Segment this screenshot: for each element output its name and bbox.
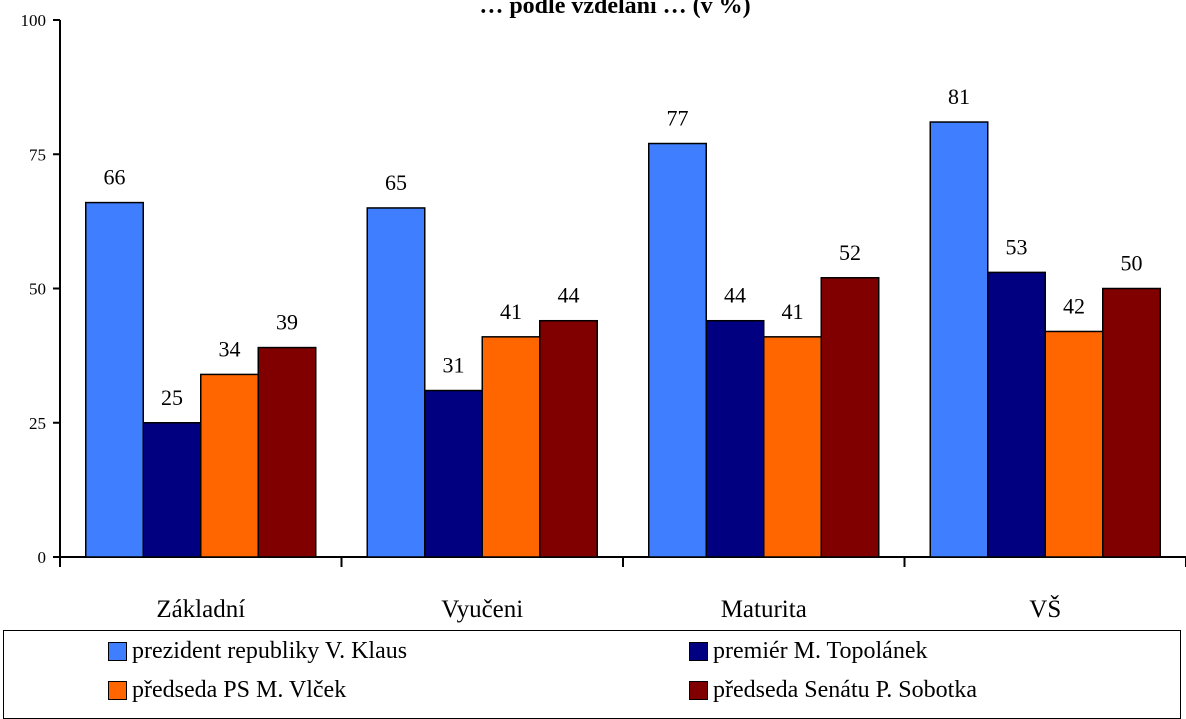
data-label: 34 bbox=[219, 336, 241, 361]
bar bbox=[705, 319, 765, 558]
data-label: 65 bbox=[385, 170, 407, 195]
bar bbox=[85, 201, 144, 558]
data-label: 25 bbox=[161, 385, 183, 410]
bar bbox=[987, 271, 1046, 558]
legend-swatch bbox=[108, 641, 127, 661]
legend: prezident republiky V. Klaus premiér M. T… bbox=[3, 630, 1181, 719]
data-label: 41 bbox=[500, 299, 522, 324]
legend-item: premiér M. Topolánek bbox=[689, 637, 928, 665]
axes: 0 25 50 75 100 Základní Vyučeni Maturita VŠ bbox=[21, 11, 1186, 623]
x-tick-label: VŠ bbox=[1029, 594, 1061, 623]
bar bbox=[763, 336, 822, 558]
x-tick-label: Maturita bbox=[721, 596, 807, 623]
legend-item: prezident republiky V. Klaus bbox=[108, 637, 407, 665]
data-label: 39 bbox=[276, 310, 298, 335]
data-label: 41 bbox=[782, 299, 804, 324]
y-tick-label: 50 bbox=[29, 280, 46, 299]
data-label: 44 bbox=[558, 283, 580, 308]
bar bbox=[929, 121, 989, 558]
data-label: 53 bbox=[1006, 234, 1028, 259]
bar bbox=[200, 373, 259, 558]
bar bbox=[257, 346, 317, 558]
chart-title: … podle vzdělání … (v %) bbox=[479, 0, 750, 19]
y-tick-label: 25 bbox=[29, 414, 46, 433]
bars-group bbox=[85, 121, 1161, 558]
data-label: 44 bbox=[724, 283, 746, 308]
bar bbox=[820, 277, 880, 558]
y-tick-label: 100 bbox=[21, 11, 47, 30]
bar-chart: … podle vzdělání … (v %) 0 25 50 75 100 Zákla… bbox=[21, 0, 1186, 623]
legend-label: prezident republiky V. Klaus bbox=[132, 638, 408, 664]
bar bbox=[366, 207, 426, 558]
y-tick-label: 0 bbox=[38, 548, 47, 567]
legend-swatch bbox=[689, 641, 708, 661]
legend-label: premiér M. Topolánek bbox=[713, 638, 928, 664]
legend-item: předseda PS M. Vlček bbox=[108, 676, 346, 704]
data-label: 77 bbox=[667, 106, 689, 131]
data-label: 42 bbox=[1063, 293, 1085, 318]
legend-item: předseda Senátu P. Sobotka bbox=[689, 676, 977, 704]
data-label: 81 bbox=[948, 84, 970, 109]
data-label: 52 bbox=[839, 240, 861, 265]
y-tick-label: 75 bbox=[29, 145, 46, 164]
data-label: 66 bbox=[104, 165, 126, 190]
bar bbox=[1102, 287, 1161, 558]
legend-label: předseda Senátu P. Sobotka bbox=[713, 677, 977, 703]
bar bbox=[481, 336, 541, 558]
bar bbox=[424, 389, 483, 558]
x-tick-label: Základní bbox=[156, 596, 245, 623]
data-labels-group: 66 25 34 39 65 31 41 44 77 44 41 52 81 53 42 50 bbox=[104, 84, 1143, 410]
bar bbox=[142, 422, 202, 558]
legend-swatch bbox=[689, 680, 708, 700]
data-label: 31 bbox=[443, 353, 465, 378]
bar bbox=[1044, 330, 1104, 558]
data-label: 50 bbox=[1121, 251, 1143, 276]
legend-label: předseda PS M. Vlček bbox=[132, 677, 347, 703]
bar bbox=[539, 319, 598, 558]
bar bbox=[648, 142, 707, 558]
legend-swatch bbox=[108, 680, 127, 700]
x-tick-label: Vyučeni bbox=[441, 596, 523, 623]
